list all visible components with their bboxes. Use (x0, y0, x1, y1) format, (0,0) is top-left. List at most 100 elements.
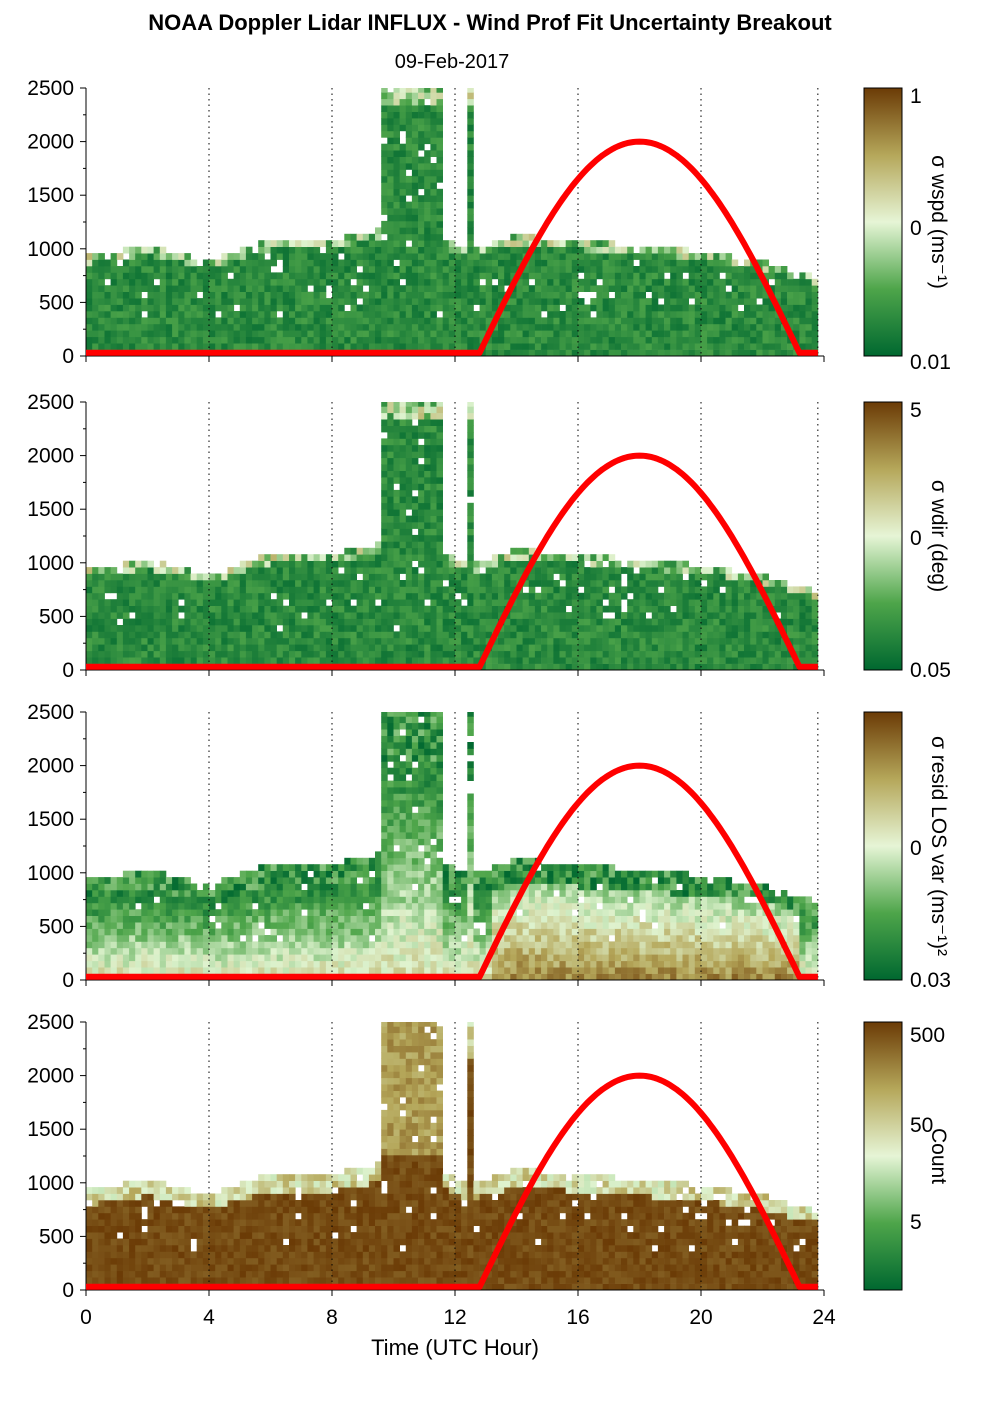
heatmap-cell (110, 612, 118, 619)
heatmap-cell (190, 304, 198, 312)
heatmap-cell (510, 644, 517, 652)
heatmap-cell (221, 877, 228, 884)
heatmap-cell (393, 541, 400, 549)
heatmap-cell (141, 909, 148, 916)
heatmap-cell (596, 618, 603, 626)
heatmap-cell (442, 618, 450, 626)
heatmap-cell (688, 618, 696, 626)
heatmap-cell (325, 298, 333, 305)
heatmap-cell (98, 330, 105, 338)
heatmap-cell (86, 909, 93, 916)
heatmap-cell (694, 586, 702, 594)
heatmap-cell (116, 657, 124, 664)
heatmap-cell (110, 922, 118, 929)
heatmap-cell (135, 960, 142, 968)
heatmap-cell (713, 644, 720, 652)
heatmap-cell (196, 605, 204, 613)
heatmap-cell (147, 612, 154, 619)
heatmap-cell (313, 650, 321, 658)
heatmap-cell (467, 266, 474, 273)
heatmap-cell (590, 657, 597, 664)
heatmap-cell (411, 444, 419, 452)
heatmap-cell (596, 311, 603, 318)
heatmap-cell (295, 298, 302, 305)
heatmap-cell (467, 502, 474, 510)
heatmap-cell (479, 625, 487, 632)
heatmap-cell (707, 650, 714, 658)
heatmap-cell (547, 625, 554, 632)
heatmap-cell (418, 143, 425, 151)
heatmap-cell (719, 298, 726, 305)
heatmap-cell (762, 631, 769, 639)
heatmap-cell (258, 599, 265, 606)
heatmap-cell (498, 330, 505, 338)
heatmap-cell (368, 612, 376, 619)
heatmap-cell (172, 896, 179, 904)
heatmap-cell (405, 489, 413, 497)
heatmap-cell (553, 349, 560, 357)
heatmap-cell (522, 580, 530, 587)
heatmap-cell (356, 560, 364, 568)
heatmap-cell (436, 605, 443, 613)
heatmap-cell (553, 567, 560, 574)
heatmap-cell (424, 137, 431, 145)
heatmap-cell (184, 599, 191, 606)
heatmap-cell (129, 954, 136, 962)
heatmap-cell (737, 612, 745, 619)
heatmap-cell (713, 657, 720, 664)
heatmap-cell (614, 304, 622, 312)
heatmap-cell (534, 285, 542, 292)
heatmap-cell (725, 586, 733, 594)
heatmap-cell (245, 941, 253, 949)
heatmap-cell (608, 573, 616, 581)
heatmap-cell (780, 612, 788, 619)
heatmap-cell (258, 336, 265, 344)
heatmap-cell (381, 560, 388, 568)
heatmap-cell (245, 909, 253, 916)
heatmap-cell (467, 432, 474, 439)
heatmap-cell (442, 272, 450, 280)
heatmap-cell (301, 605, 308, 613)
heatmap-cell (571, 554, 579, 561)
heatmap-cell (793, 592, 800, 600)
heatmap-cell (252, 954, 259, 962)
heatmap-cell (258, 909, 265, 916)
heatmap-cell (737, 657, 745, 664)
heatmap-cell (301, 304, 308, 312)
heatmap-cell (707, 599, 714, 606)
heatmap-cell (153, 657, 161, 664)
heatmap-cell (270, 637, 277, 645)
heatmap-cell (430, 169, 437, 177)
heatmap-cell (639, 272, 646, 280)
heatmap-cell (657, 657, 665, 664)
heatmap-cell (159, 246, 167, 254)
heatmap-cell (332, 323, 339, 331)
heatmap-cell (172, 592, 179, 600)
heatmap-cell (289, 599, 296, 606)
heatmap-cell (159, 317, 167, 325)
heatmap-cell (737, 266, 745, 273)
heatmap-cell (645, 298, 653, 305)
heatmap-cell (639, 323, 646, 331)
heatmap-cell (184, 967, 191, 974)
heatmap-cell (633, 560, 640, 568)
heatmap-cell (196, 928, 204, 936)
heatmap-cell (227, 928, 235, 936)
heatmap-cell (676, 343, 683, 350)
heatmap-cell (122, 560, 130, 568)
heatmap-cell (350, 246, 357, 254)
heatmap-cell (239, 941, 247, 949)
heatmap-cell (381, 156, 388, 164)
heatmap-cell (756, 618, 763, 626)
heatmap-cell (744, 605, 751, 613)
heatmap-cell (578, 631, 585, 639)
heatmap-cell (110, 909, 118, 916)
heatmap-cell (455, 618, 462, 626)
heatmap-cell (381, 573, 388, 581)
heatmap-cell (430, 233, 437, 241)
heatmap-cell (245, 954, 253, 962)
heatmap-cell (319, 253, 327, 260)
heatmap-cell (461, 272, 468, 280)
heatmap-cell (553, 259, 560, 267)
heatmap-cell (209, 960, 216, 968)
